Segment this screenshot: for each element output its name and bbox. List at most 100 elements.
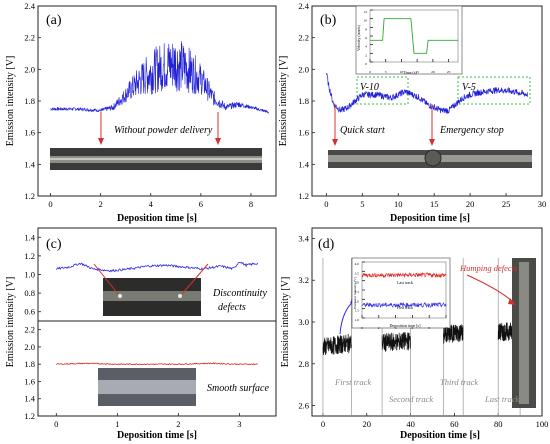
x-tick-label: 15 xyxy=(430,199,439,209)
x-tick-label: 25 xyxy=(447,70,451,74)
panel-d-track-line xyxy=(322,333,352,356)
panel-b-emergency-stop: Emergency stop xyxy=(439,125,504,136)
panel-c-arrow-right xyxy=(181,263,209,295)
y-tick-label: 2.0 xyxy=(24,64,35,74)
x-tick-label: 2 xyxy=(378,326,380,330)
panel-d-second-track: Second track xyxy=(389,394,433,404)
panel-b-series xyxy=(326,73,528,114)
panel-d-humping-defects: Humping defects xyxy=(459,263,518,273)
y-tick-label: 4 xyxy=(365,45,367,49)
y-tick-label: 2.2 xyxy=(24,325,35,335)
panel-a-xlabel: Deposition time [s] xyxy=(117,213,197,224)
panel-c-photo-bottom xyxy=(98,368,196,406)
x-tick-label: 0 xyxy=(361,326,363,330)
panel-d: 2.62.83.03.23.40 20 40 60 80 100 (d) Humping … xyxy=(280,227,548,441)
x-tick-label: 6 xyxy=(199,199,203,209)
x-tick-label: 0 xyxy=(324,199,328,209)
x-tick-label: 4 xyxy=(149,199,154,209)
panel-b-inset-xlabel: Time (s) xyxy=(403,70,417,75)
panel-d-xlabel: Deposition time [s] xyxy=(400,430,480,441)
x-tick-label: 6 xyxy=(412,326,414,330)
panel-d-inset-top-title: Last track xyxy=(397,280,413,285)
y-tick-label: 3.4 xyxy=(298,233,309,243)
y-tick-label: 2.0 xyxy=(24,342,35,352)
panel-c-discontinuity-1: Discontinuity xyxy=(212,288,267,299)
y-tick-label: 1.2 xyxy=(298,191,309,201)
x-tick-label: 100 xyxy=(536,419,549,429)
y-tick-label: 1.4 xyxy=(24,394,35,404)
y-tick-label: 2.0 xyxy=(355,299,360,303)
panel-b: 1.21.41.61.82.02.22.40 5 10 15 20 25 30 (b) V-… xyxy=(278,1,546,224)
panel-a-series xyxy=(50,41,269,114)
y-tick-label: 2.2 xyxy=(24,33,35,43)
panel-d-inset-plot: 1.0 1.5 2.0 2.5 3.0 3.5 4.0 0 2 4 6 8 10 xyxy=(355,261,448,330)
x-tick-label: 3 xyxy=(237,419,241,429)
panel-d-track-photo xyxy=(512,258,536,408)
y-tick-label: 3.0 xyxy=(355,281,360,285)
x-tick-label: 5 xyxy=(360,199,364,209)
panel-d-humping-arrowhead xyxy=(508,298,516,305)
y-tick-label: 1.4 xyxy=(298,159,309,169)
y-tick-label: 2.4 xyxy=(24,1,35,11)
panel-b-ticks: 1.21.41.61.82.02.22.40 5 10 15 20 25 30 xyxy=(298,1,546,209)
panel-d-ylabel: Emission intensity [V] xyxy=(280,277,291,368)
panel-d-humping-arrow xyxy=(466,274,514,303)
y-tick-label: 2 xyxy=(365,53,367,57)
panel-c: 0.6 0.8 1.0 1.2 1.4 1.2 1.4 1.6 1.8 2.0 2.2 0 1 2 3 (c… xyxy=(5,227,277,441)
panel-a: 1.2 1.4 1.6 1.8 2.0 2.2 2.4 0 2 4 6 8 (a) Without p… xyxy=(5,1,277,224)
panel-d-inset-xlabel: Deposition time [s] xyxy=(390,323,422,328)
y-tick-label: 1.6 xyxy=(298,128,309,138)
panel-b-track-photo xyxy=(328,149,532,168)
y-tick-label: 4.0 xyxy=(355,262,360,266)
panel-b-label: (b) xyxy=(320,13,337,28)
x-tick-label: 15 xyxy=(415,70,419,74)
panel-b-arrowhead-stop xyxy=(429,139,435,146)
panel-a-ylabel: Emission intensity [V] xyxy=(5,56,16,147)
y-tick-label: 2.6 xyxy=(298,401,309,411)
panel-b-v5-label: V-5 xyxy=(462,82,476,93)
x-tick-label: 25 xyxy=(502,199,511,209)
x-tick-label: 60 xyxy=(450,419,459,429)
panel-a-ticks: 1.2 1.4 1.6 1.8 2.0 2.2 2.4 0 2 4 6 8 xyxy=(24,1,253,209)
x-tick-label: 10 xyxy=(444,326,448,330)
panel-b-v10-label: V-10 xyxy=(360,82,379,93)
panel-c-discontinuity-2: defects xyxy=(218,302,246,313)
panel-b-inset: 0 2 4 6 8 10 12 0 5 10 15 20 25 Time (s) Velocity (m… xyxy=(355,5,463,75)
y-tick-label: 3.5 xyxy=(355,271,360,275)
x-tick-label: 2 xyxy=(99,199,103,209)
panel-d-inset-bottom-title: First track xyxy=(397,305,413,310)
y-tick-label: 1.2 xyxy=(24,251,35,261)
panel-b-inset-frame xyxy=(369,9,459,63)
panel-d-label: (d) xyxy=(318,237,335,252)
y-tick-label: 1.4 xyxy=(24,159,35,169)
x-tick-label: 5 xyxy=(385,70,387,74)
y-tick-label: 2.8 xyxy=(298,359,309,369)
y-tick-label: 10 xyxy=(364,19,368,23)
panel-d-track-line xyxy=(381,332,411,352)
panel-b-box-v5 xyxy=(457,76,531,105)
panel-d-track-line xyxy=(443,324,464,344)
panel-c-photo-top xyxy=(103,278,201,316)
panel-b-inset-line xyxy=(370,18,458,54)
x-tick-label: 8 xyxy=(249,199,253,209)
x-tick-label: 1 xyxy=(115,419,119,429)
panel-a-annotation: Without powder delivery xyxy=(114,125,213,136)
x-tick-label: 30 xyxy=(538,199,547,209)
x-tick-label: 8 xyxy=(428,326,430,330)
panel-d-ticks: 2.62.83.03.23.40 20 40 60 80 100 xyxy=(298,233,548,429)
panel-a-track-photo xyxy=(50,148,262,170)
panel-d-inset-line xyxy=(361,301,447,308)
x-tick-label: 0 xyxy=(321,419,325,429)
panel-b-inset-ylabel: Velocity (mm/s) xyxy=(356,24,361,51)
panel-c-smooth-surface: Smooth surface xyxy=(207,383,270,394)
y-tick-label: 2.0 xyxy=(298,64,309,74)
x-tick-label: 10 xyxy=(400,70,404,74)
panel-c-xlabel: Deposition time [s] xyxy=(117,430,197,441)
x-tick-label: 80 xyxy=(494,419,503,429)
y-tick-label: 3.2 xyxy=(298,275,309,285)
y-tick-label: 1.2 xyxy=(24,191,35,201)
panel-d-inset: 1.01.52.02.53.03.54.00 2 4 6 8 10 Last track … xyxy=(351,257,451,330)
panel-b-box-v10 xyxy=(356,76,409,105)
y-tick-label: 2.5 xyxy=(355,290,360,294)
panel-c-series xyxy=(55,261,259,366)
